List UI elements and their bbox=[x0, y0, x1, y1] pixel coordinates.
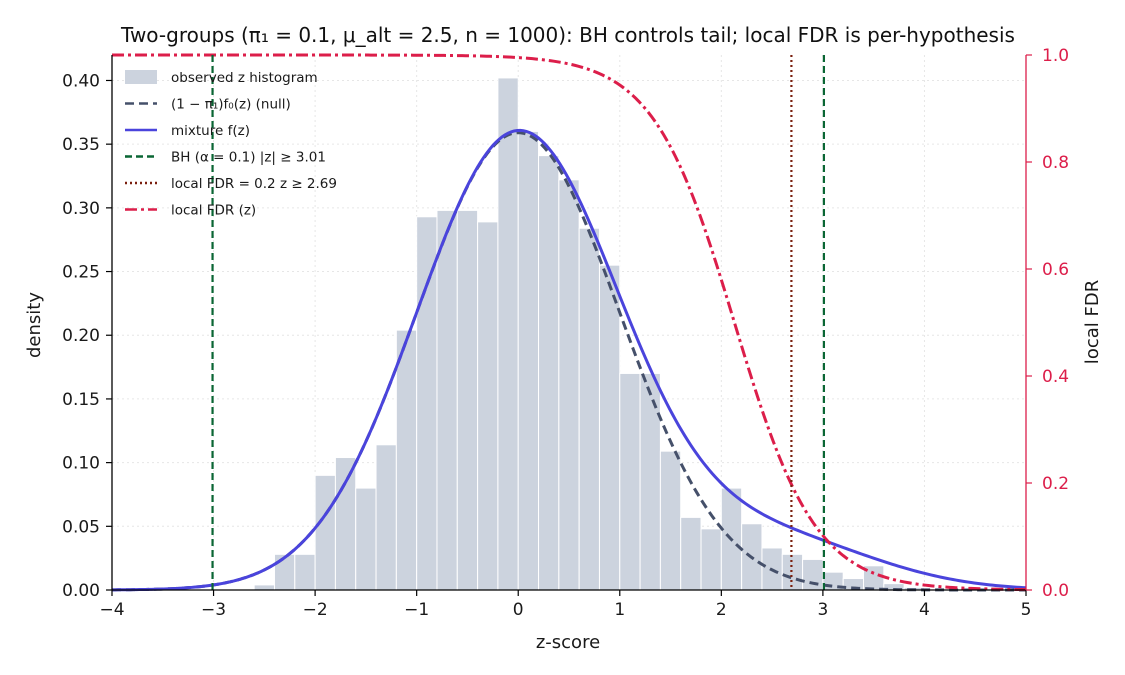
histogram-bar bbox=[334, 457, 357, 591]
y-tick-label: 0.20 bbox=[62, 326, 100, 346]
legend-item-lfdr_curve: local FDR (z) bbox=[125, 203, 256, 219]
histogram-bar bbox=[598, 264, 621, 591]
y-tick-label: 0.05 bbox=[62, 517, 100, 537]
x-tick-label: 4 bbox=[919, 600, 930, 620]
threshold-lines bbox=[211, 55, 826, 590]
y-tick-label: 0.00 bbox=[62, 581, 100, 601]
histogram-bar bbox=[477, 221, 499, 591]
x-tick-label: −4 bbox=[99, 600, 124, 620]
histogram-bar bbox=[558, 179, 580, 591]
tick-labels: −4 −3 −2 −1 0 1 2 3 4 5 0.00 0.05 0.10 0.15 0.20 0.25 0.… bbox=[62, 46, 1069, 620]
histogram-bar bbox=[375, 444, 397, 591]
local-fdr-line bbox=[112, 53, 1027, 592]
x-tick-label: −2 bbox=[303, 600, 328, 620]
x-tick-label: −1 bbox=[404, 600, 429, 620]
legend-label: observed z histogram bbox=[171, 70, 318, 86]
x-tick-label: 2 bbox=[716, 600, 727, 620]
legend-label: (1 − π₁)f₀(z) (null) bbox=[171, 97, 291, 113]
axes bbox=[106, 54, 1032, 596]
legend-item-null: (1 − π₁)f₀(z) (null) bbox=[125, 97, 291, 113]
histogram-bar bbox=[517, 130, 540, 591]
x-tick-label: −3 bbox=[201, 600, 226, 620]
legend-item-bh: BH (α = 0.1) |z| ≥ 3.01 bbox=[125, 150, 326, 166]
histogram-bar bbox=[253, 584, 275, 591]
legend-item-hist: observed z histogram bbox=[125, 70, 318, 86]
density-curves bbox=[111, 53, 1027, 592]
legend-swatch bbox=[125, 70, 157, 84]
histogram-bar bbox=[294, 553, 316, 591]
mixture-density-line bbox=[111, 128, 1027, 592]
histogram-bar bbox=[436, 209, 458, 591]
histogram-bar bbox=[395, 329, 418, 591]
legend-label: local FDR = 0.2 z ≥ 2.69 bbox=[171, 176, 337, 192]
histogram-bar bbox=[538, 155, 560, 591]
histogram-bar bbox=[456, 209, 479, 591]
histogram-bar bbox=[639, 372, 661, 591]
y-tick-label: 0.35 bbox=[62, 135, 100, 155]
y2-tick-label: 0.4 bbox=[1042, 367, 1069, 387]
histogram-bar bbox=[416, 216, 438, 591]
y2-tick-label: 0.0 bbox=[1042, 581, 1069, 601]
x-tick-label: 0 bbox=[513, 600, 524, 620]
y2-tick-label: 1.0 bbox=[1042, 46, 1069, 66]
legend-item-lfdr_thr: local FDR = 0.2 z ≥ 2.69 bbox=[125, 176, 337, 192]
x-axis-title: z-score bbox=[536, 632, 600, 653]
x-tick-label: 3 bbox=[817, 600, 828, 620]
legend: observed z histogram (1 − π₁)f₀(z) (null)… bbox=[125, 70, 337, 219]
y-tick-label: 0.10 bbox=[62, 454, 100, 474]
y2-axis-title: local FDR bbox=[1082, 280, 1103, 364]
histogram-bar bbox=[781, 553, 804, 591]
histogram-bar bbox=[802, 558, 824, 591]
y-tick-label: 0.15 bbox=[62, 390, 100, 410]
y-tick-label: 0.40 bbox=[62, 71, 100, 91]
histogram-bar bbox=[355, 487, 377, 591]
legend-item-mixture: mixture f(z) bbox=[125, 123, 250, 139]
y2-tick-label: 0.6 bbox=[1042, 260, 1069, 280]
histogram-bar bbox=[680, 516, 702, 591]
legend-label: local FDR (z) bbox=[171, 203, 256, 219]
histogram-bar bbox=[497, 77, 519, 591]
histogram-bar bbox=[619, 372, 641, 591]
y-tick-label: 0.30 bbox=[62, 199, 100, 219]
chart-title: Two-groups (π₁ = 0.1, μ_alt = 2.5, n = 1… bbox=[120, 23, 1015, 47]
histogram-bar bbox=[700, 528, 722, 591]
histogram-bar bbox=[273, 553, 296, 591]
legend-label: BH (α = 0.1) |z| ≥ 3.01 bbox=[171, 150, 326, 166]
x-tick-label: 1 bbox=[614, 600, 625, 620]
x-tick-label: 5 bbox=[1021, 600, 1032, 620]
y-axis-title: density bbox=[24, 292, 45, 358]
y2-tick-label: 0.8 bbox=[1042, 153, 1069, 173]
histogram-bar bbox=[659, 450, 682, 591]
y-tick-label: 0.25 bbox=[62, 263, 100, 283]
y2-tick-label: 0.2 bbox=[1042, 474, 1069, 494]
legend-label: mixture f(z) bbox=[171, 123, 250, 139]
histogram-bar bbox=[578, 227, 600, 591]
histogram-bar bbox=[314, 474, 336, 591]
